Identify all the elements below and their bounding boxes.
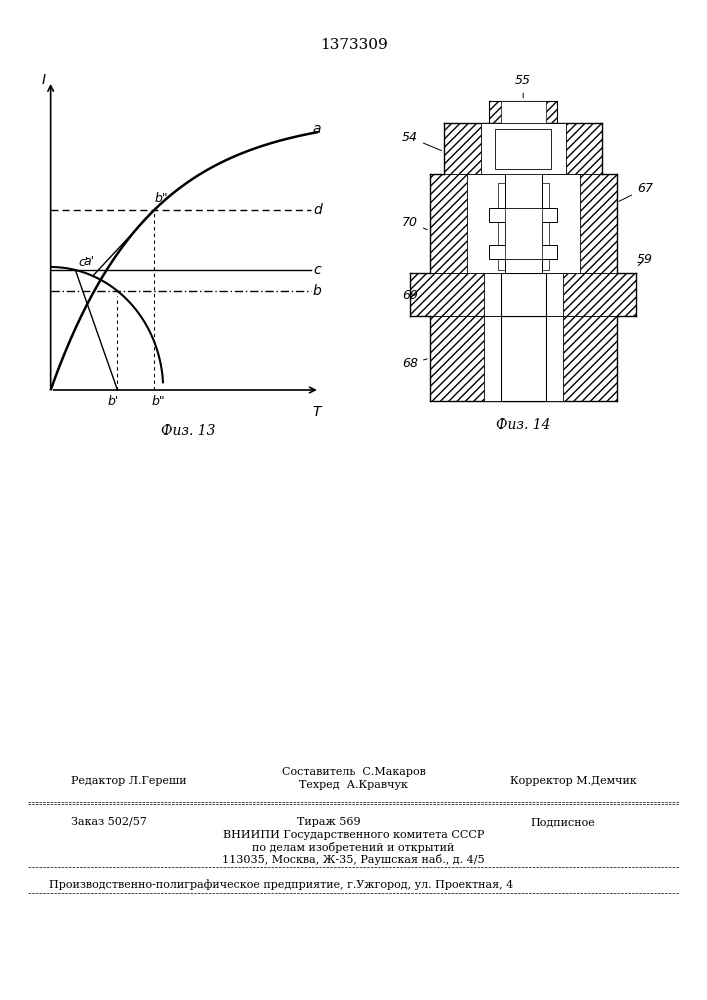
Text: Подписное: Подписное [530,817,595,827]
Text: Редактор Л.Гереши: Редактор Л.Гереши [71,776,187,786]
Text: 55: 55 [515,74,531,98]
Text: Тираж 569: Тираж 569 [297,817,361,827]
Bar [484,316,563,401]
Bar [505,171,542,273]
Bar [501,273,546,316]
Bar [498,183,549,270]
Bar [501,101,546,123]
Text: Техред  А.Кравчук: Техред А.Кравчук [299,780,408,790]
Bar [467,174,580,273]
Text: 68: 68 [402,357,427,370]
Bar [489,245,557,259]
Text: c': c' [78,255,89,268]
Text: Корректор М.Демчик: Корректор М.Демчик [510,776,636,786]
Text: 1373309: 1373309 [320,38,387,52]
Text: Заказ 502/57: Заказ 502/57 [71,817,146,827]
Bar [430,174,617,273]
Text: b": b" [151,395,165,408]
Text: 70: 70 [402,216,427,230]
Text: a': a' [83,255,94,268]
Text: Физ. 14: Физ. 14 [496,418,551,432]
Text: T: T [312,405,321,419]
Bar [489,101,557,123]
Text: 59: 59 [637,253,653,266]
Bar [444,123,602,174]
Text: b: b [313,284,322,298]
Text: 69: 69 [402,289,418,302]
Text: c: c [313,263,320,277]
Text: d: d [313,203,322,217]
Bar [472,183,574,270]
Text: 67: 67 [619,182,653,201]
Bar [484,273,563,316]
Bar [430,316,617,401]
Bar [410,273,636,316]
Text: ВНИИПИ Государственного комитета СССР: ВНИИПИ Государственного комитета СССР [223,830,484,840]
Text: b": b" [154,192,168,206]
Text: по делам изобретений и открытий: по делам изобретений и открытий [252,842,455,853]
Text: 113035, Москва, Ж-35, Раушская наб., д. 4/5: 113035, Москва, Ж-35, Раушская наб., д. … [222,854,485,865]
Text: Физ. 13: Физ. 13 [160,424,215,438]
Bar [505,208,542,259]
Text: Производственно-полиграфическое предприятие, г.Ужгород, ул. Проектная, 4: Производственно-полиграфическое предприя… [49,879,514,890]
Bar [489,208,557,222]
Text: a: a [313,122,322,136]
Bar [481,123,566,174]
Text: I: I [42,73,46,87]
Text: b': b' [107,395,119,408]
Text: Составитель  С.Макаров: Составитель С.Макаров [281,767,426,777]
Bar [501,316,546,401]
Text: 54: 54 [402,131,441,151]
Bar [495,129,551,169]
Bar [508,101,539,401]
